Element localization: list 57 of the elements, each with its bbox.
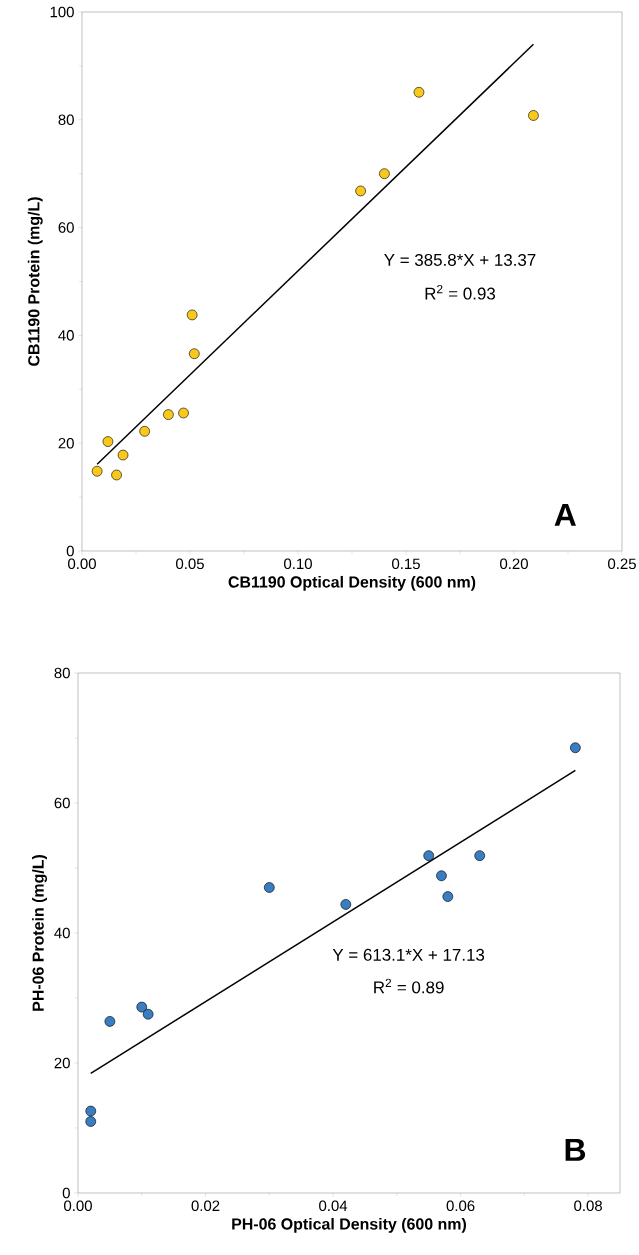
y-axis-title: CB1190 Protein (mg/L) [27, 197, 43, 366]
annotation: R$^{2}$ = 0.93 [425, 284, 496, 300]
point [111, 469, 122, 481]
x-tick-label: 0.20 [500, 558, 528, 570]
x-tick-label: 0.25 [608, 558, 636, 570]
point [186, 309, 198, 321]
annotation: Y = 613.1*X + 17.13 [332, 948, 485, 961]
y-axis-title: PH-06 Protein (mg/L) [32, 854, 48, 1011]
point [136, 1001, 148, 1013]
x-tick-label: 0.00 [68, 558, 96, 570]
x-axis-title: CB1190 Optical Density (600 nm) [228, 575, 476, 591]
x-tick-label: 0.08 [574, 1200, 602, 1212]
y-tick-label: 60 [58, 222, 74, 233]
y-tick-label: 20 [58, 437, 74, 449]
point [85, 1116, 97, 1127]
x-tick-label: 0.06 [446, 1200, 475, 1212]
point [413, 86, 425, 98]
y-tick-label: 40 [54, 927, 70, 939]
point [85, 1105, 97, 1117]
point [139, 426, 150, 437]
point [340, 899, 352, 910]
point [102, 436, 114, 447]
annotation: B [565, 1138, 586, 1161]
point [436, 870, 447, 882]
point [91, 465, 103, 477]
point [474, 850, 486, 861]
y-tick-label: 100 [50, 6, 74, 18]
y-tick-label: 40 [58, 330, 74, 341]
y-tick-label: 0 [62, 1187, 70, 1199]
annotation: Y = 385.8*X + 13.37 [384, 253, 536, 266]
point [117, 449, 129, 461]
point [263, 882, 275, 893]
point [189, 348, 200, 360]
y-tick-label: 80 [58, 114, 74, 126]
point [355, 185, 366, 197]
y-tick-label: 60 [54, 797, 70, 809]
annotation: R$^{2}$ = 0.89 [374, 978, 444, 994]
point [163, 409, 174, 420]
point [178, 407, 189, 419]
x-tick-label: 0.00 [64, 1200, 92, 1212]
point [104, 1016, 116, 1027]
x-tick-label: 0.04 [319, 1200, 348, 1212]
y-tick-label: 0 [66, 545, 74, 557]
point [570, 742, 581, 754]
x-tick-label: 0.10 [284, 558, 312, 570]
x-tick-label: 0.05 [176, 558, 204, 570]
point [423, 850, 434, 861]
y-tick-label: 80 [54, 667, 70, 679]
x-axis-title: PH-06 Optical Density (600 nm) [232, 1217, 466, 1233]
x-tick-label: 0.02 [191, 1200, 220, 1212]
y-tick-label: 20 [54, 1057, 70, 1069]
point [379, 168, 390, 179]
point [142, 1008, 154, 1020]
point [442, 891, 454, 902]
x-tick-label: 0.15 [392, 558, 420, 570]
point [528, 110, 539, 121]
annotation: A [554, 503, 576, 526]
